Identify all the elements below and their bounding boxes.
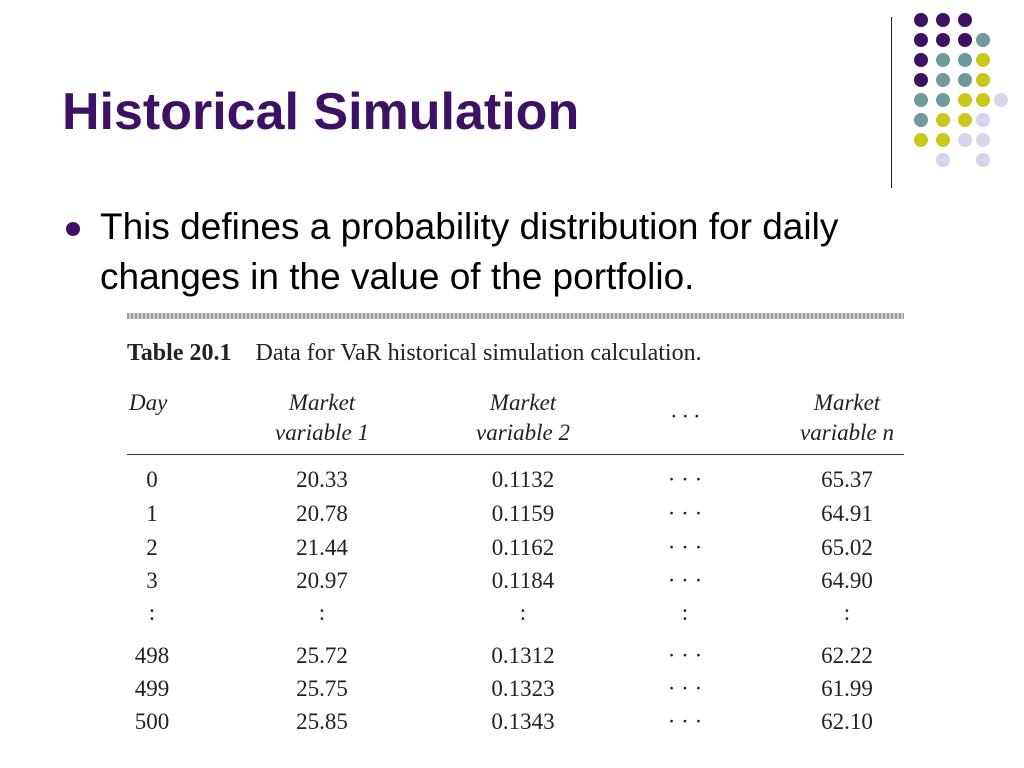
table-cell: · · · — [667, 467, 703, 492]
bullet-text: This defines a probability distribution … — [100, 206, 839, 297]
decorative-dot — [936, 113, 950, 127]
bullet-icon — [66, 222, 80, 236]
table-cell: : — [519, 600, 527, 625]
table-cell: · · · — [667, 676, 703, 701]
decorative-dot — [914, 13, 928, 27]
table-cell: 0 — [146, 467, 158, 492]
decorative-dot — [958, 53, 972, 67]
table-cell: · · · — [667, 535, 703, 560]
decorative-dot — [976, 33, 990, 47]
table-cell: 64.91 — [821, 501, 873, 526]
decorative-dot — [958, 93, 972, 107]
table-cell: 2 — [146, 535, 158, 560]
table-cell: 1 — [146, 501, 158, 526]
table-cell: 0.1312 — [491, 643, 555, 668]
table-top-rule — [127, 313, 904, 319]
table-cell: 25.72 — [296, 643, 348, 668]
table-header-line: Market — [813, 390, 881, 415]
table-cell: 500 — [134, 709, 170, 734]
decorative-dot — [958, 73, 972, 87]
table-cell: 20.97 — [296, 568, 348, 593]
decorative-dot — [976, 113, 990, 127]
table-cell: : — [681, 600, 689, 625]
table-cell: 0.1159 — [491, 501, 555, 526]
decorative-dot — [994, 93, 1008, 107]
decorative-dot — [936, 93, 950, 107]
table-cell: · · · — [667, 709, 703, 734]
table-cell: · · · — [667, 501, 703, 526]
decorative-dot — [958, 113, 972, 127]
table-cell: 20.33 — [296, 467, 348, 492]
decorative-dot — [914, 73, 928, 87]
decorative-dot — [914, 53, 928, 67]
table-header-line: variable n — [800, 420, 894, 445]
decorative-dot — [936, 73, 950, 87]
decorative-dot — [914, 133, 928, 147]
decorative-dot — [936, 133, 950, 147]
decorative-dot — [914, 113, 928, 127]
table-header-cell: · · · — [645, 402, 725, 432]
table-header-line: · · · — [670, 404, 700, 429]
decorative-dot — [976, 93, 990, 107]
table-header-rule — [127, 454, 904, 455]
table-cell: : — [148, 600, 156, 625]
table-cell: 62.22 — [821, 643, 873, 668]
table-cell: 498 — [134, 643, 170, 668]
table-header-cell: Market variable 2 — [443, 388, 603, 448]
table-caption-text: Data for VaR historical simulation calcu… — [255, 340, 702, 366]
decorative-dot — [958, 13, 972, 27]
decorative-dot — [914, 33, 928, 47]
table-cell: 25.85 — [296, 709, 348, 734]
table-cell: 61.99 — [821, 676, 873, 701]
decorative-dot — [958, 133, 972, 147]
table-cell: 0.1343 — [491, 709, 555, 734]
table-header-line: variable 2 — [476, 420, 570, 445]
decorative-dot — [936, 153, 950, 167]
table-cell: : — [318, 600, 326, 625]
decorative-dot — [936, 13, 950, 27]
decorative-dot — [936, 33, 950, 47]
table-header-line: Market — [288, 390, 356, 415]
decorative-dot — [958, 33, 972, 47]
decorative-dot — [976, 73, 990, 87]
decorative-dot — [976, 53, 990, 67]
table-header-line: variable 1 — [275, 420, 369, 445]
table-cell: 65.37 — [821, 467, 873, 492]
table-caption: Table 20.1 Data for VaR historical simula… — [127, 340, 702, 367]
table-cell: 0.1162 — [491, 535, 555, 560]
table-cell: 65.02 — [821, 535, 873, 560]
slide-title: Historical Simulation — [62, 83, 580, 141]
table-cell: · · · — [667, 568, 703, 593]
table-cell: 0.1323 — [491, 676, 555, 701]
decorative-dot-grid — [906, 13, 1016, 173]
decorative-dot — [914, 93, 928, 107]
table-cell: 0.1184 — [491, 568, 555, 593]
table-cell: 21.44 — [296, 535, 348, 560]
table-cell: · · · — [667, 643, 703, 668]
table-cell: 62.10 — [821, 709, 873, 734]
table-cell: 0.1132 — [491, 467, 555, 492]
table-cell: 499 — [134, 676, 170, 701]
table-header-line: Day — [129, 390, 168, 415]
decorative-dot — [976, 153, 990, 167]
table-header-line: Market — [489, 390, 557, 415]
table-cell: 20.78 — [296, 501, 348, 526]
table-header-cell: Market variable n — [767, 388, 927, 448]
table-cell: 25.75 — [296, 676, 348, 701]
table-cell: : — [843, 600, 851, 625]
table-header-cell: Day — [129, 388, 249, 418]
table-cell: 3 — [146, 568, 158, 593]
table-cell: 64.90 — [821, 568, 873, 593]
decorative-dot — [976, 133, 990, 147]
table-header-cell: Market variable 1 — [242, 388, 402, 448]
table-number: Table 20.1 — [127, 340, 232, 366]
decorative-divider — [891, 17, 892, 188]
decorative-dot — [936, 53, 950, 67]
